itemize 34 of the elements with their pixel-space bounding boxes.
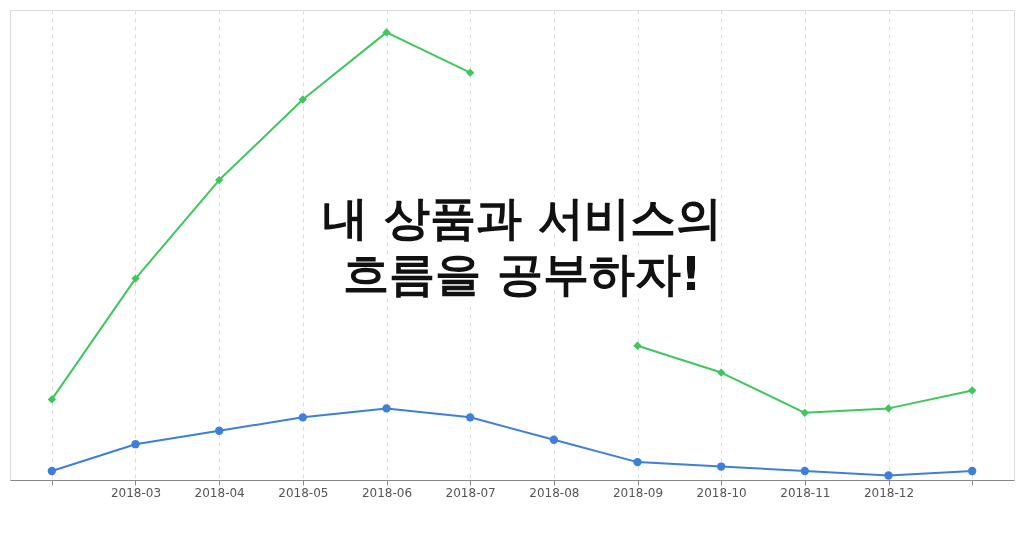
point: [131, 440, 140, 449]
x-tick-label: 2018-07: [445, 485, 496, 500]
point: [47, 466, 57, 476]
point: [967, 466, 977, 476]
point: [214, 426, 224, 435]
point: [800, 466, 810, 476]
x-tick-label: 2018-10: [696, 485, 747, 500]
point: [465, 68, 475, 77]
point: [298, 413, 308, 422]
point: [633, 457, 642, 467]
x-tick-label: 2018-12: [863, 485, 915, 500]
point: [465, 413, 475, 422]
point: [47, 395, 57, 404]
point: [214, 175, 224, 185]
x-tick-label: 2018-08: [529, 485, 580, 500]
text: 내 상품과 서비스의 흐름을 공부하자!: [321, 191, 723, 301]
point: [633, 341, 642, 350]
point: [800, 408, 810, 418]
point: [131, 274, 140, 283]
point: [884, 404, 893, 413]
x-tick-label: 2018-06: [361, 485, 413, 500]
x-tick-label: 2018-09: [612, 485, 664, 500]
x-tick-label: 2018-05: [278, 485, 329, 500]
point: [382, 404, 391, 413]
point: [716, 368, 726, 377]
x-tick-label: 2018-03: [110, 485, 162, 500]
point: [884, 471, 893, 480]
x-tick-label: 2018-11: [780, 485, 831, 500]
point: [716, 462, 726, 471]
point: [967, 386, 977, 395]
point: [382, 28, 391, 37]
x-tick-label: 2018-04: [194, 485, 245, 500]
point: [549, 435, 559, 444]
point: [298, 95, 308, 104]
